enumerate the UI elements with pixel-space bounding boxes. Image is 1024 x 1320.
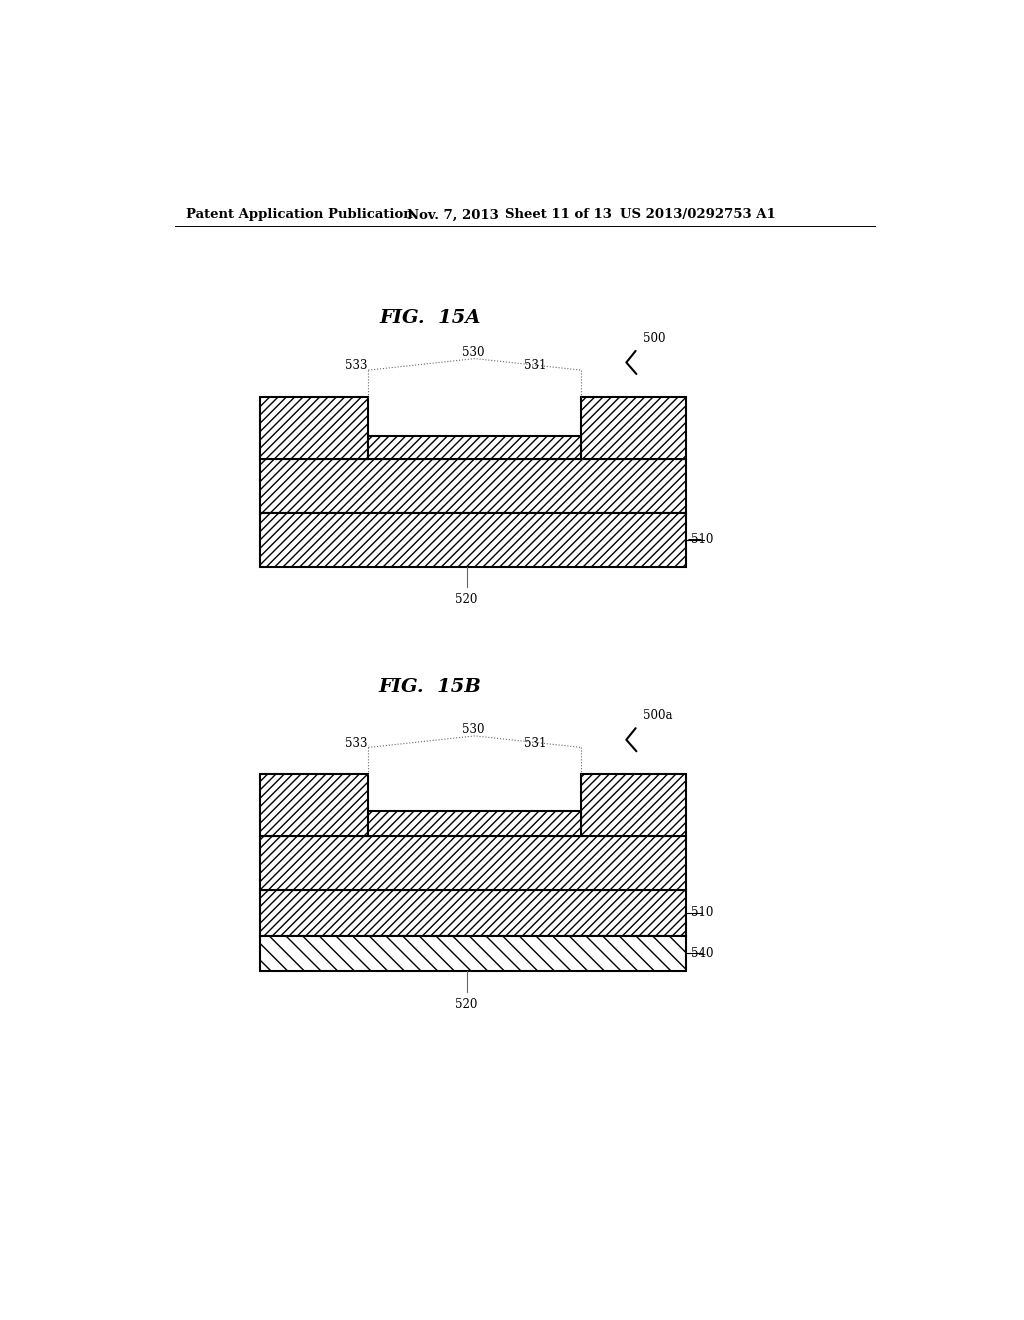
Bar [260, 836, 686, 890]
Bar [260, 397, 369, 459]
Bar [369, 436, 582, 459]
Text: 533: 533 [345, 359, 368, 372]
Bar [260, 775, 369, 836]
Text: US 2013/0292753 A1: US 2013/0292753 A1 [621, 209, 776, 222]
Text: FIG.  15A: FIG. 15A [380, 309, 481, 326]
Text: 540: 540 [691, 946, 714, 960]
Text: 533: 533 [345, 737, 368, 750]
Text: 530: 530 [462, 346, 484, 359]
Bar [582, 397, 686, 459]
Text: Patent Application Publication: Patent Application Publication [186, 209, 413, 222]
Text: 531: 531 [523, 737, 546, 750]
Text: 500: 500 [643, 331, 666, 345]
Bar [260, 459, 686, 512]
Text: 531: 531 [523, 359, 546, 372]
Bar [582, 775, 686, 836]
Text: 520: 520 [456, 998, 478, 1011]
Text: 500a: 500a [643, 709, 673, 722]
Bar [260, 890, 686, 936]
Text: 510: 510 [691, 907, 714, 920]
Bar [260, 512, 686, 566]
Bar [260, 936, 686, 970]
Text: Sheet 11 of 13: Sheet 11 of 13 [506, 209, 612, 222]
Text: 530: 530 [462, 723, 484, 737]
Text: Nov. 7, 2013: Nov. 7, 2013 [407, 209, 499, 222]
Text: 520: 520 [456, 594, 478, 606]
Text: 510: 510 [691, 533, 714, 546]
Text: FIG.  15B: FIG. 15B [379, 678, 481, 696]
Bar [369, 812, 582, 836]
